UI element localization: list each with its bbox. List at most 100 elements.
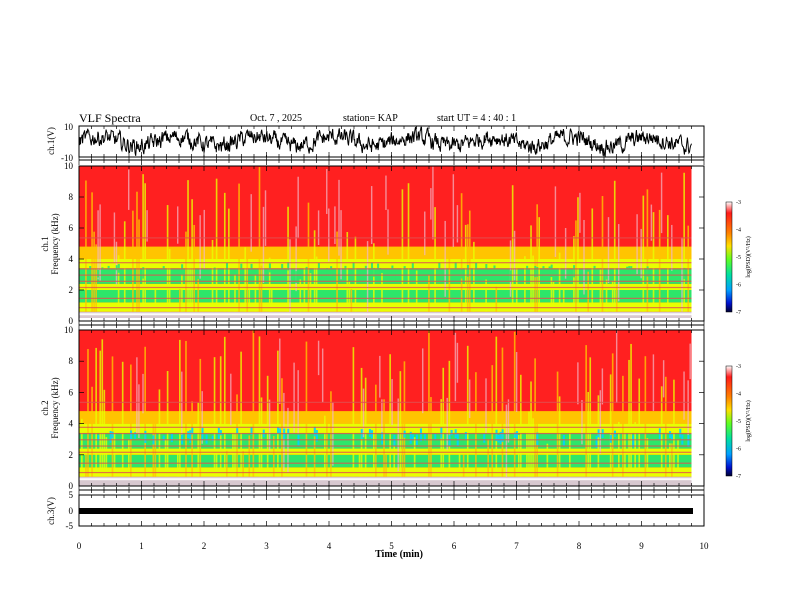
spec-spot bbox=[326, 268, 329, 279]
spec-spot bbox=[344, 265, 347, 277]
spec-streak bbox=[517, 434, 520, 477]
spec-streak bbox=[128, 439, 130, 477]
spec-streak bbox=[683, 172, 685, 312]
spec-streak bbox=[660, 172, 663, 234]
spec-spot bbox=[513, 432, 516, 438]
spec-spot bbox=[632, 435, 635, 448]
spec-streak bbox=[415, 270, 418, 312]
spec-streak bbox=[154, 289, 157, 312]
spec-spot bbox=[483, 433, 486, 443]
spec-streak bbox=[669, 443, 671, 477]
spec-streak bbox=[373, 243, 375, 312]
ch1-wave-ytick-min: -10 bbox=[61, 153, 73, 163]
spec-spot bbox=[391, 265, 394, 275]
spec-streak bbox=[338, 179, 340, 256]
spec-streak bbox=[354, 236, 357, 312]
spec-streak bbox=[468, 210, 471, 312]
spec-streak bbox=[546, 443, 549, 477]
colorbar-tick-label: -7 bbox=[736, 474, 741, 480]
spec-streak bbox=[313, 230, 316, 312]
spec-streak bbox=[185, 231, 187, 312]
spec-streak bbox=[328, 208, 330, 262]
spec-streak bbox=[287, 206, 289, 312]
spec-spot bbox=[434, 433, 437, 440]
spec-streak bbox=[236, 394, 238, 477]
spec-hline bbox=[79, 445, 692, 447]
spec-spot bbox=[321, 270, 324, 278]
spec-spot bbox=[379, 268, 382, 276]
spec-streak bbox=[85, 180, 87, 312]
spec-hline bbox=[79, 462, 692, 464]
spec-streak bbox=[258, 336, 261, 477]
spec-streak bbox=[434, 207, 436, 312]
freq-tick-label: 8 bbox=[69, 192, 74, 202]
spec-streak bbox=[495, 336, 498, 477]
spec-streak bbox=[562, 286, 565, 312]
spec-spot bbox=[556, 270, 559, 282]
spec-streak bbox=[667, 215, 669, 312]
spec-streak bbox=[611, 353, 614, 477]
spec-streak bbox=[564, 228, 567, 279]
spec-streak bbox=[671, 443, 673, 477]
spec-streak bbox=[640, 228, 642, 279]
spec-streak bbox=[142, 373, 144, 414]
spec-streak bbox=[87, 349, 89, 477]
spec-streak bbox=[424, 211, 426, 256]
spec-streak bbox=[495, 286, 498, 312]
spec-streak bbox=[462, 454, 465, 477]
spec-streak bbox=[252, 330, 255, 477]
spec-streak bbox=[448, 360, 451, 477]
spec-hline bbox=[79, 439, 692, 441]
spec-streak bbox=[213, 357, 216, 477]
ch2-spec-yticklabels: 0 2 4 6 8 10 bbox=[64, 325, 704, 491]
spec-spot bbox=[403, 266, 406, 275]
spec-hline bbox=[79, 432, 692, 435]
spec-hline bbox=[79, 401, 692, 403]
spec-streak bbox=[168, 248, 171, 312]
spec-streak bbox=[491, 365, 494, 477]
spec-streak bbox=[624, 431, 626, 477]
spec-streak bbox=[530, 381, 532, 477]
spec-streak bbox=[460, 193, 463, 312]
spec-streak bbox=[511, 185, 514, 312]
spec-streak bbox=[264, 190, 267, 246]
spec-streak bbox=[295, 226, 297, 292]
ch2-spec-ylabel-freq: Frequency (kHz) bbox=[50, 377, 60, 438]
spec-streak bbox=[309, 273, 312, 312]
x-tick-label: 4 bbox=[327, 541, 332, 551]
spec-streak bbox=[458, 453, 461, 477]
x-tick-label: 3 bbox=[264, 541, 269, 551]
spec-spot bbox=[593, 265, 596, 278]
spec-spot bbox=[142, 267, 145, 279]
spec-band bbox=[79, 411, 692, 424]
spec-band bbox=[79, 259, 692, 269]
spec-streak bbox=[671, 224, 673, 271]
ch2-spec-ylabel-channel: ch.2 bbox=[40, 400, 50, 415]
start-time-label: start UT = 4 : 40 : 1 bbox=[437, 113, 517, 124]
spec-spot bbox=[170, 433, 173, 443]
spec-streak bbox=[634, 422, 636, 477]
spec-spot bbox=[495, 429, 498, 442]
freq-tick-label: 10 bbox=[64, 161, 74, 171]
spec-streak bbox=[689, 343, 691, 380]
spec-streak bbox=[268, 399, 271, 451]
spec-spot bbox=[450, 429, 453, 436]
spec-band bbox=[79, 246, 692, 259]
spec-spot bbox=[536, 267, 539, 277]
spec-streak bbox=[166, 205, 169, 312]
spec-hline bbox=[79, 451, 692, 453]
spec-spot bbox=[536, 432, 539, 446]
spec-spot bbox=[109, 430, 112, 443]
ch1-spec-ylabel-channel: ch.1 bbox=[40, 236, 50, 251]
spec-streak bbox=[507, 399, 510, 443]
spec-streak bbox=[475, 372, 477, 477]
spec-spot bbox=[646, 266, 649, 277]
colorbar-tick-label: -5 bbox=[736, 419, 741, 425]
spec-streak bbox=[215, 178, 218, 312]
spec-streak bbox=[383, 399, 385, 477]
spec-spot bbox=[393, 434, 396, 447]
freq-tick-label: 4 bbox=[69, 419, 74, 429]
spec-streak bbox=[146, 210, 148, 242]
spec-spot bbox=[301, 268, 304, 276]
x-tick-labels: 0 1 2 3 4 5 6 7 8 9 10 bbox=[77, 541, 709, 551]
